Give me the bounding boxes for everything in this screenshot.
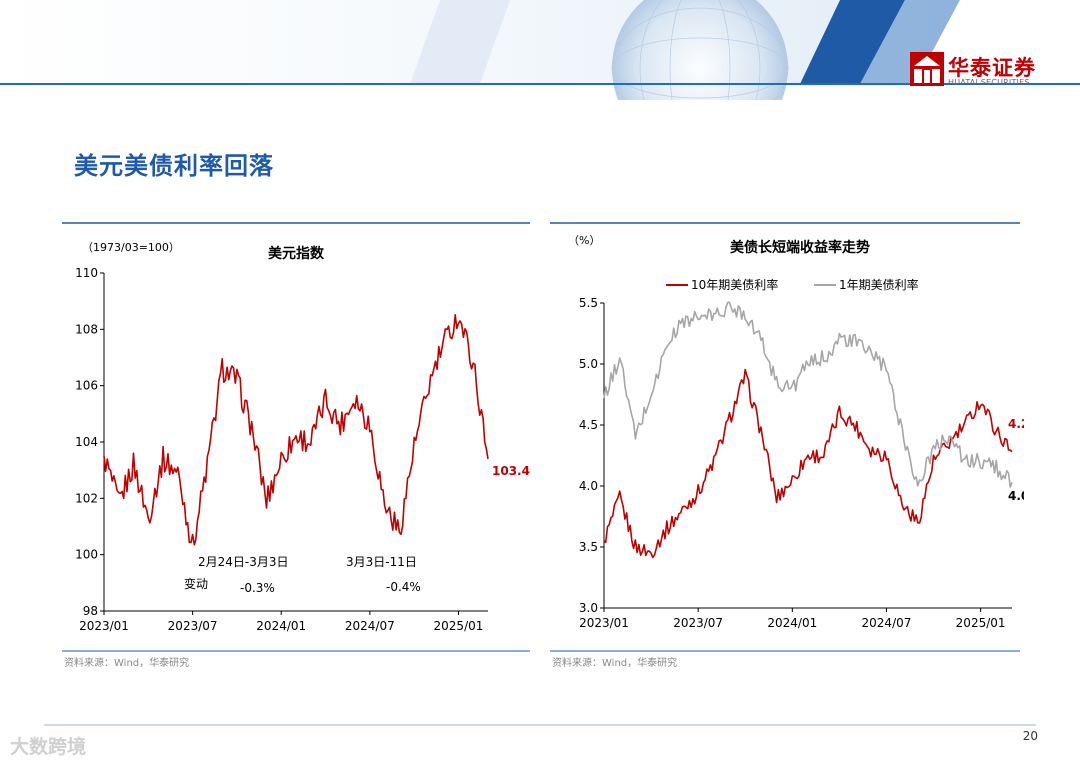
annotation-label-change: 变动 — [184, 576, 208, 591]
x-tick-label: 2025/01 — [434, 619, 484, 633]
source-note-left: 资料来源：Wind，华泰研究 — [64, 658, 190, 669]
unit-label: （%） — [568, 234, 600, 247]
page-title: 美元美债利率回落 — [74, 151, 274, 180]
y-tick-label: 108 — [75, 322, 98, 336]
y-tick-label: 110 — [75, 266, 98, 280]
end-value-label: 103.4 — [492, 464, 530, 478]
logo-name: 华泰证券 — [948, 56, 1036, 80]
x-tick-label: 2024/01 — [256, 619, 306, 633]
footer-line — [44, 724, 1036, 726]
annotation-period-2: 3月3日-11日 — [346, 555, 417, 569]
dollar-index-chart: 美元指数 （1973/03=100） 98 100 102 104 106 108 110 2… — [62, 222, 530, 652]
y-tick-label: 104 — [75, 435, 98, 449]
y-tick-label: 4.0 — [579, 479, 598, 493]
series-line-0 — [603, 368, 1013, 559]
annotation-period-1: 2月24日-3月3日 — [198, 555, 289, 569]
y-tick-label: 5.0 — [579, 357, 598, 371]
y-tick-label: 98 — [83, 604, 98, 618]
page-number: 20 — [1022, 729, 1038, 743]
y-tick-label: 100 — [75, 548, 98, 562]
x-tick-label: 2024/07 — [862, 616, 912, 630]
x-tick-label: 2023/07 — [168, 619, 218, 633]
watermark: 大数跨境 — [10, 736, 87, 758]
end-value-label-10y: 4.28 — [1008, 417, 1024, 431]
source-note-right: 资料来源：Wind，华泰研究 — [552, 658, 678, 669]
chart-title: 美债长短端收益率走势 — [730, 239, 870, 256]
y-tick-label: 4.5 — [579, 418, 598, 432]
globe-graphic — [612, 0, 788, 100]
y-tick-label: 5.5 — [579, 296, 598, 310]
huatai-logo-icon — [910, 52, 944, 86]
plot-area: 98 100 102 104 106 108 110 2023/01 2023/07 2024/0… — [75, 266, 530, 633]
annotation-value-1: -0.3% — [240, 581, 275, 595]
y-tick-label: 106 — [75, 379, 98, 393]
legend: 10年期美债利率 1年期美债利率 — [666, 277, 919, 292]
x-tick-label: 2024/07 — [345, 619, 395, 633]
x-tick-label: 2023/01 — [579, 616, 629, 630]
x-tick-label: 2025/01 — [956, 616, 1006, 630]
x-tick-label: 2024/01 — [767, 616, 817, 630]
treasury-yield-chart: 美债长短端收益率走势 （%） 10年期美债利率 1年期美债利率 3.0 3.5 4.… — [550, 222, 1024, 652]
logo-subtitle: HUATAI SECURITIES — [948, 78, 1030, 87]
legend-1y: 1年期美债利率 — [839, 277, 919, 292]
plot-area: 3.0 3.5 4.0 4.5 5.0 5.5 2023/01 2023/07 2024/01 2… — [579, 296, 1024, 630]
end-value-label-1y: 4.03 — [1008, 489, 1024, 503]
series-line-1 — [603, 301, 1013, 488]
y-tick-label: 3.5 — [579, 540, 598, 554]
y-tick-label: 3.0 — [579, 601, 598, 615]
x-tick-label: 2023/07 — [673, 616, 723, 630]
annotation-value-2: -0.4% — [386, 580, 421, 594]
header-band — [0, 0, 1080, 100]
x-tick-label: 2023/01 — [79, 619, 129, 633]
y-tick-label: 102 — [75, 491, 98, 505]
legend-10y: 10年期美债利率 — [691, 277, 778, 292]
series-line-0 — [103, 314, 489, 546]
unit-label: （1973/03=100） — [82, 241, 180, 254]
chart-title: 美元指数 — [268, 245, 325, 262]
